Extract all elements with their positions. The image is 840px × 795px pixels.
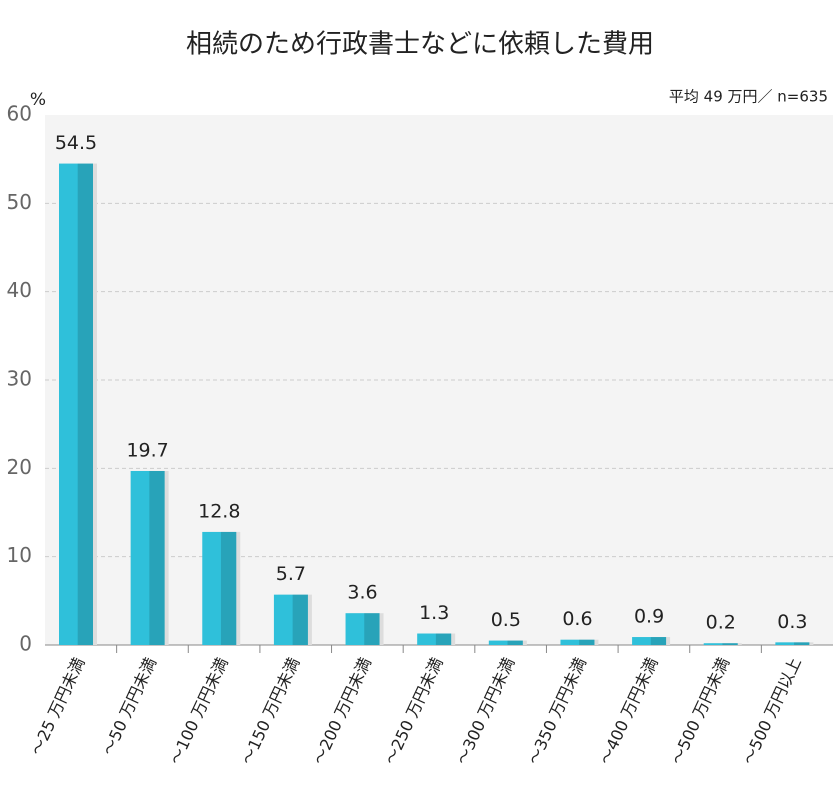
bar [703, 643, 738, 645]
chart-subtitle: 平均 49 万円／ n=635 [669, 88, 828, 106]
x-tick-label: ～350 万円未満 [524, 655, 590, 768]
bar-shade [722, 643, 738, 645]
bar [488, 640, 523, 645]
value-label: 19.7 [126, 439, 168, 461]
value-label: 1.3 [419, 602, 449, 624]
bar [59, 163, 93, 646]
x-tick-label: ～300 万円未満 [452, 655, 518, 768]
x-tick-label: ～400 万円未満 [596, 655, 662, 768]
bar-shade [507, 640, 523, 645]
bar-shade [292, 594, 308, 645]
bar-shade [794, 642, 810, 645]
bar [130, 470, 165, 645]
value-label: 12.8 [198, 500, 240, 522]
bar [345, 613, 380, 645]
x-tick-label: ～50 万円未満 [98, 655, 160, 759]
bar [417, 633, 452, 645]
x-tick-label: ～150 万円未満 [237, 655, 303, 768]
value-label: 5.7 [276, 563, 306, 585]
bar [775, 642, 810, 645]
bar-shade [579, 639, 595, 645]
y-tick-label: 10 [7, 543, 32, 567]
x-tick-label: ～500 万円以上 [739, 655, 805, 768]
y-tick-label: 20 [7, 455, 32, 479]
bar-shade [77, 163, 93, 646]
value-label: 54.5 [55, 132, 97, 154]
x-tick-label: ～500 万円未満 [667, 655, 733, 768]
value-label: 0.9 [634, 606, 664, 628]
bar [632, 637, 667, 645]
x-tick-label: ～200 万円未満 [309, 655, 375, 768]
y-tick-label: 60 [7, 102, 32, 126]
x-tick-label: ～250 万円未満 [381, 655, 447, 768]
bar [202, 531, 237, 645]
y-tick-label: 40 [7, 278, 32, 302]
chart-title: 相続のため行政書士などに依頼した費用 [186, 30, 654, 60]
y-tick-label: 50 [7, 190, 32, 214]
x-tick-label: ～25 万円未満 [27, 655, 89, 759]
bar [560, 639, 595, 645]
value-label: 0.2 [706, 612, 736, 634]
y-tick-label: 30 [7, 367, 32, 391]
bar-shade [364, 613, 380, 645]
value-label: 0.5 [491, 609, 521, 631]
bar [273, 594, 308, 645]
bar-shade [220, 531, 237, 645]
value-label: 0.6 [562, 608, 592, 630]
bar-shade [149, 470, 165, 645]
y-tick-label: 0 [19, 632, 32, 656]
x-tick-label: ～100 万円未満 [166, 655, 232, 768]
value-label: 3.6 [347, 582, 377, 604]
value-label: 0.3 [777, 611, 807, 633]
bar-shade [650, 637, 667, 645]
bar-shade [435, 633, 452, 645]
y-axis-label: % [30, 90, 46, 110]
